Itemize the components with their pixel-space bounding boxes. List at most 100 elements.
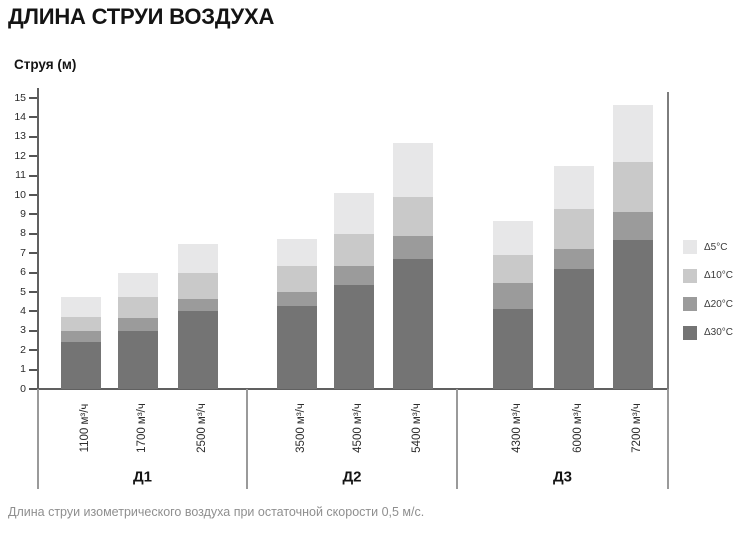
bar-segment-10C [613,162,653,213]
bar-segment-5C [177,243,218,273]
bar-segment-20C [493,283,533,310]
y-tick-label: 8 [20,227,26,240]
y-tick [29,310,37,313]
bar-segment-10C [393,196,433,236]
bar-segment-20C [117,318,158,331]
y-tick [29,194,37,196]
y-tick-label: 13 [14,130,26,143]
bar-segment-30C [493,309,533,389]
legend-swatch [683,268,697,283]
bar-segment-30C [177,311,218,389]
x-tick-label: 4300 м³/ч [511,403,523,453]
bar-segment-10C [334,233,374,266]
legend-label: Δ30°C [704,327,734,338]
x-tick-label: 1100 м³/ч [79,403,91,453]
group-label: Д2 [342,468,362,486]
y-tick [29,368,37,371]
y-tick [29,232,37,235]
group-separator [37,389,39,489]
bar-segment-5C [393,142,433,197]
group-separator [667,389,669,489]
bar-segment-30C [61,342,101,389]
y-tick-label: 11 [15,169,26,182]
y-tick-label: 14 [14,110,26,123]
bar-segment-30C [613,239,653,389]
legend-item: Δ30°C [683,325,734,340]
y-tick [29,213,37,216]
y-tick [29,155,37,158]
group-separator [456,389,458,489]
y-tick [29,291,37,293]
y-tick [29,388,37,390]
page-title: ДЛИНА СТРУИ ВОЗДУХА [8,4,275,29]
bar-segment-20C [277,292,317,306]
y-tick-label: 3 [20,324,26,337]
legend-label: Δ5°C [704,241,728,253]
bar-segment-5C [613,104,653,162]
bar-segment-20C [61,330,101,343]
x-axis-line [37,388,669,390]
legend-item: Δ5°C [683,240,733,254]
bar-segment-5C [61,296,101,318]
y-tick-label: 5 [20,285,26,298]
x-tick-label: 4500 м³/ч [352,403,364,453]
bar-segment-20C [334,265,374,286]
bar-segment-10C [61,317,101,331]
bar-segment-20C [393,235,433,259]
x-tick-label: 1700 м³/ч [135,403,148,453]
y-tick-label: 4 [20,304,26,317]
y-axis-title: Струя (м) [14,57,77,72]
y-tick-label: 6 [20,266,26,279]
bar-segment-10C [493,255,533,284]
bar-segment-30C [393,259,433,389]
legend-label: Δ10°C [704,270,734,281]
bar-segment-5C [493,221,533,256]
x-tick-label: 7200 м³/ч [631,403,643,453]
x-tick-label: 5400 м³/ч [411,403,423,453]
y-tick-label: 12 [14,149,26,162]
bar-segment-10C [177,272,218,299]
bar-segment-30C [117,330,158,389]
chart-caption: Длина струи изометрического воздуха при … [8,505,425,519]
bar-segment-20C [613,212,653,240]
y-tick [29,97,37,99]
legend-item: Δ20°C [683,297,733,311]
y-tick [29,271,37,274]
y-axis-line [37,88,39,389]
x-tick-label: 3500 м³/ч [295,403,307,453]
bar-segment-20C [177,298,218,312]
group-label: Д1 [132,468,153,486]
y-tick [29,252,37,255]
bar-segment-5C [277,238,317,266]
y-tick-label: 0 [20,382,26,395]
y-tick-label: 2 [20,343,26,356]
bar-segment-5C [554,165,594,209]
bar-segment-30C [277,305,317,389]
bar-segment-30C [334,285,374,389]
bar-segment-10C [277,265,317,292]
group-separator [246,389,248,489]
group-label: Д3 [552,468,573,486]
y-tick [29,135,37,138]
y-tick [29,349,37,352]
x-tick-label: 6000 м³/ч [572,403,584,453]
bar-segment-5C [117,272,158,297]
legend: Δ5°C Δ10°C Δ20°C Δ30°C [683,240,733,354]
bar-segment-20C [554,249,594,269]
x-tick-label: 2500 м³/ч [195,403,208,453]
plot-right-border [667,92,669,389]
y-tick [29,329,37,332]
bar-segment-10C [117,296,158,319]
y-tick [29,116,37,119]
bar-segment-30C [554,268,594,389]
bar-segment-5C [334,193,374,234]
bar-segment-10C [554,208,594,250]
y-tick-label: 9 [20,207,26,220]
y-tick [29,174,37,177]
y-tick-label: 15 [14,91,26,104]
legend-swatch [683,297,697,311]
legend-label: Δ20°C [704,298,734,310]
legend-swatch [683,240,697,254]
y-tick-label: 10 [14,188,26,201]
